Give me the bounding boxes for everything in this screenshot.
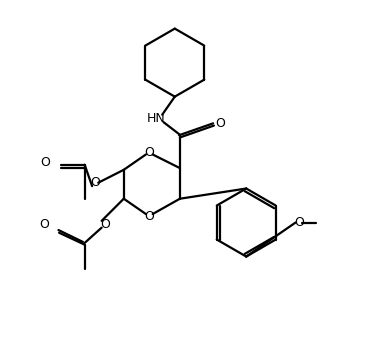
Text: O: O [144, 210, 154, 223]
Text: O: O [294, 216, 304, 229]
Text: O: O [41, 156, 50, 169]
Text: O: O [39, 218, 49, 232]
Text: O: O [100, 218, 110, 231]
Text: O: O [144, 146, 154, 159]
Text: O: O [90, 176, 100, 189]
Text: O: O [215, 117, 225, 130]
Text: HN: HN [147, 112, 165, 125]
